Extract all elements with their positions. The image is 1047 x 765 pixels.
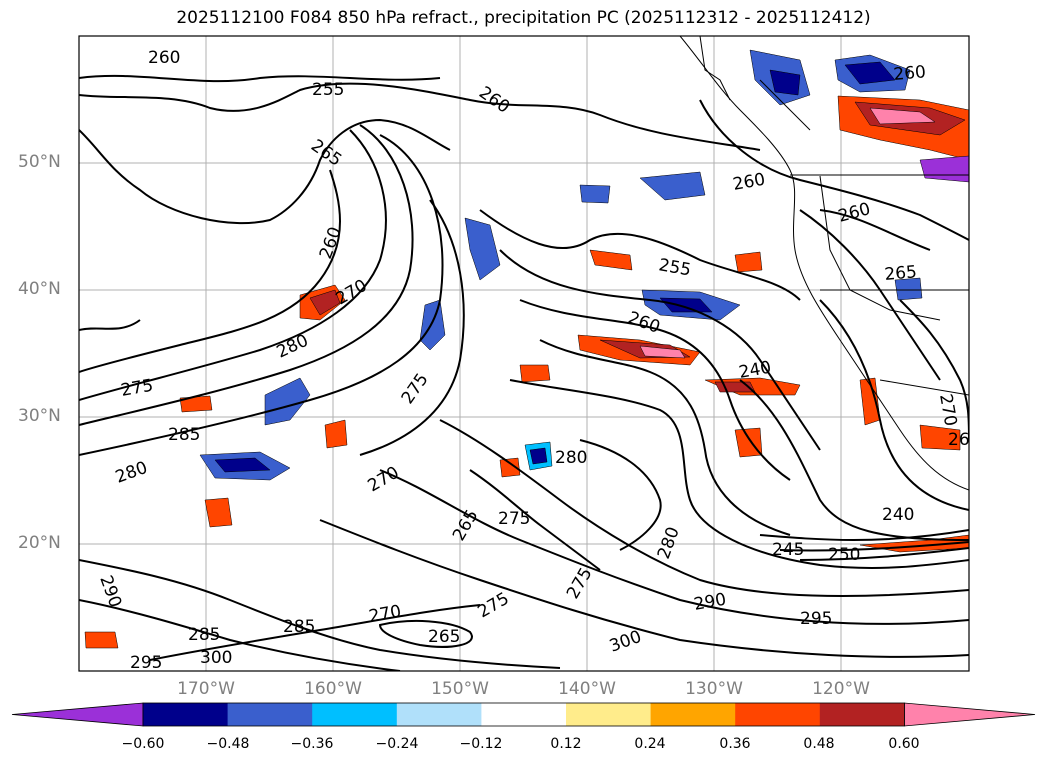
colorbar-segment xyxy=(396,703,482,726)
contour-label: 295 xyxy=(800,609,832,629)
contour-label: 265 xyxy=(428,627,460,647)
colorbar-tick-label: −0.12 xyxy=(459,736,503,752)
colorbar-tick-label: −0.60 xyxy=(121,736,165,752)
contour-label: 26 xyxy=(948,430,970,450)
lon-label: 150°W xyxy=(431,679,489,699)
contour-label: 295 xyxy=(130,653,162,673)
lat-label: 50°N xyxy=(18,152,61,172)
colorbar-tick-label: 0.12 xyxy=(550,736,582,752)
colorbar-tick-label: 0.60 xyxy=(888,736,920,752)
colorbar-segment xyxy=(650,703,736,726)
map-title: 2025112100 F084 850 hPa refract., precip… xyxy=(176,8,871,28)
colorbar-tick-label: −0.24 xyxy=(375,736,419,752)
lat-label: 40°N xyxy=(18,279,61,299)
colorbar-segment xyxy=(312,703,398,726)
precip-patches xyxy=(84,49,969,649)
lat-label: 30°N xyxy=(18,406,61,426)
contour-label: 245 xyxy=(772,540,804,560)
contour-label: 255 xyxy=(312,80,344,100)
colorbar-segment xyxy=(735,703,821,726)
colorbar-outline xyxy=(142,702,905,727)
colorbar-tick-label: 0.24 xyxy=(634,736,666,752)
contour-label: 285 xyxy=(168,425,200,445)
contour-label: 300 xyxy=(200,648,232,668)
colorbar-segment xyxy=(143,703,229,726)
contour-label: 250 xyxy=(828,545,860,565)
contour-label: 240 xyxy=(882,505,914,525)
colorbar-tick-label: 0.36 xyxy=(719,736,751,752)
colorbar-extend-high xyxy=(904,702,1036,727)
contour-label: 280 xyxy=(555,448,587,468)
coastline xyxy=(679,36,969,491)
colorbar-tick-label: 0.48 xyxy=(803,736,835,752)
colorbar-extend-low xyxy=(11,702,144,727)
colorbar-segment xyxy=(227,703,313,726)
colorbar-segment xyxy=(819,703,905,726)
contour-label: 260 xyxy=(893,62,927,85)
contour-label: 275 xyxy=(498,509,530,529)
lon-label: 130°W xyxy=(685,679,743,699)
colorbar-segment xyxy=(566,703,652,726)
lon-label: 160°W xyxy=(304,679,362,699)
colorbar-segment xyxy=(481,703,567,726)
contour-label: 265 xyxy=(884,262,918,285)
contour-label: 285 xyxy=(188,625,220,645)
colorbar xyxy=(11,702,1036,727)
lon-label: 120°W xyxy=(812,679,870,699)
colorbar-tick-label: −0.48 xyxy=(206,736,250,752)
contour-label: 260 xyxy=(148,48,180,68)
lon-label: 170°W xyxy=(177,679,235,699)
contour-label: 285 xyxy=(283,617,315,637)
lon-label: 140°W xyxy=(558,679,616,699)
colorbar-tick-label: −0.36 xyxy=(290,736,334,752)
lat-label: 20°N xyxy=(18,533,61,553)
